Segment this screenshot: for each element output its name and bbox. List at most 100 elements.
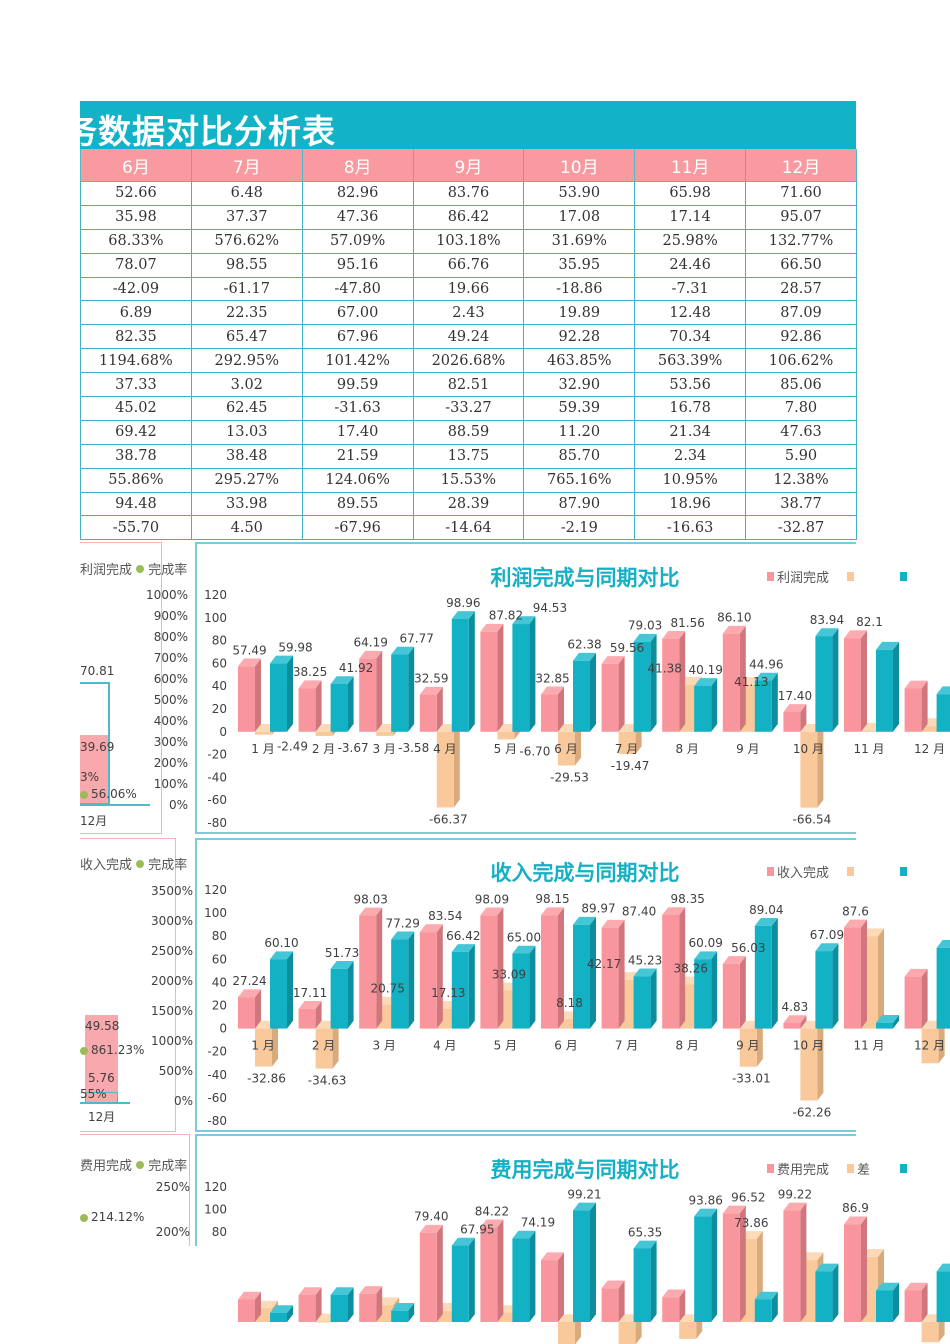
value-label: 39.69 — [80, 740, 115, 754]
rate-legend-dot-icon — [136, 1161, 145, 1169]
bar-front — [800, 731, 818, 808]
table-cell: 35.98 — [80, 204, 192, 230]
x-tick-label: 3 月 — [372, 1039, 395, 1053]
bar-top — [480, 907, 504, 916]
rate-dot-icon — [80, 1214, 88, 1222]
y-tick-label: 120 — [204, 588, 227, 602]
bar-front — [633, 1248, 651, 1322]
x-tick-label: 8 月 — [675, 742, 698, 756]
legend-label: 收入完成 — [777, 866, 829, 881]
table-cell: 78.07 — [80, 252, 192, 278]
bar-side — [679, 1289, 686, 1322]
table-cell: 83.76 — [412, 181, 525, 206]
y-tick-label: 20 — [212, 999, 227, 1013]
bar-front — [255, 731, 272, 735]
bar-top — [512, 1230, 536, 1239]
table-cell: 85.70 — [523, 443, 636, 469]
bar-front — [601, 663, 619, 732]
chart-title: 收入完成与同期对比 — [491, 861, 680, 885]
table-cell: 10.95% — [634, 467, 747, 493]
bar-side — [861, 1216, 867, 1322]
bar-side — [817, 724, 824, 808]
bar-top — [573, 916, 596, 925]
bar-top — [694, 1208, 718, 1217]
legend-swatch-icon — [900, 1164, 907, 1173]
bar-top — [541, 686, 564, 695]
data-label: 17.40 — [778, 689, 812, 703]
bar — [541, 1252, 564, 1322]
table-cell: 47.36 — [301, 204, 414, 230]
table-cell: 2.34 — [634, 443, 747, 469]
table-cell: 22.35 — [190, 300, 303, 326]
bar-side — [529, 1230, 536, 1322]
table-cell: 19.89 — [523, 300, 636, 326]
percent-tick: 0% — [173, 1094, 193, 1108]
bar — [451, 611, 475, 732]
bar-front — [633, 976, 651, 1029]
y-tick-label: 40 — [212, 679, 227, 693]
bar-front — [844, 927, 861, 1029]
bar — [436, 724, 460, 808]
bar-top — [783, 704, 807, 712]
bar — [359, 650, 383, 732]
bar-front — [573, 660, 590, 732]
bar — [573, 652, 596, 732]
data-label: 87.82 — [489, 609, 523, 623]
bar-chart: 利润完成与同期对比 利润完成 120 100 80 60 40 20 0 -20 -40 -60 -80… — [204, 566, 950, 830]
bar-side — [711, 678, 718, 732]
bar-top — [754, 917, 778, 926]
bar-side — [832, 628, 839, 732]
data-label: -32.86 — [247, 1072, 286, 1086]
y-tick-label: -40 — [207, 770, 227, 784]
table-cell: 463.85% — [523, 348, 636, 374]
bar-side — [376, 1286, 383, 1322]
bar-front — [936, 694, 950, 732]
bar-front — [662, 1297, 680, 1322]
bar — [722, 625, 746, 732]
bar-side — [618, 1280, 625, 1322]
table-cell: -33.27 — [412, 396, 525, 421]
percent-tick: 500% — [158, 1064, 193, 1078]
bar-chart: 费用完成与同期对比 费用完成 差 120 100 80 79.40 67.95 84.22 74.… — [204, 1158, 950, 1344]
x-tick-label: 3 月 — [372, 742, 395, 756]
left-baseline — [80, 804, 150, 806]
column-header: 10月 — [523, 149, 636, 182]
legend-swatch-icon — [847, 572, 854, 581]
bar-front — [419, 932, 437, 1029]
table-cell: 19.66 — [412, 276, 525, 302]
table-cell: 132.77% — [745, 228, 857, 254]
legend-label: 利润完成 — [777, 571, 829, 586]
data-label: -3.58 — [398, 741, 429, 755]
table-cell: 106.62% — [745, 348, 857, 374]
y-tick-label: -80 — [207, 1114, 227, 1128]
table-cell: 292.95% — [190, 348, 303, 374]
bar-side — [436, 1224, 443, 1322]
bar-side — [679, 631, 686, 732]
data-label: -3.67 — [338, 741, 369, 755]
bar-top — [419, 1224, 443, 1233]
table-row: 69.42 13.03 17.40 88.59 11.20 21.34 47.63 — [80, 419, 857, 445]
bar-side — [650, 633, 657, 732]
bar-front — [815, 951, 833, 1029]
y-tick-label: -60 — [207, 793, 227, 807]
x-tick-label: 9 月 — [736, 1039, 759, 1053]
y-tick-label: -60 — [207, 1091, 227, 1105]
table-cell: 95.07 — [745, 204, 857, 230]
bar-front — [376, 731, 394, 736]
table-cell: 103.18% — [412, 228, 525, 254]
bar-front — [330, 684, 348, 732]
table-row: 45.02 62.45 -31.63 -33.27 59.39 16.78 7.80 — [80, 396, 857, 421]
bar-front — [573, 1210, 590, 1322]
table-cell: 95.16 — [301, 252, 414, 278]
table-cell: 2026.68% — [412, 348, 525, 374]
table-cell: 11.20 — [523, 419, 636, 445]
bar-front — [783, 1023, 801, 1029]
left-bar — [85, 1015, 118, 1103]
bar — [936, 939, 950, 1029]
bar-front — [662, 915, 680, 1029]
table-cell: 68.33% — [80, 228, 192, 254]
bar-top — [844, 1216, 867, 1225]
bar-front — [270, 663, 287, 732]
bar — [270, 655, 293, 732]
bar-top — [391, 1302, 415, 1311]
